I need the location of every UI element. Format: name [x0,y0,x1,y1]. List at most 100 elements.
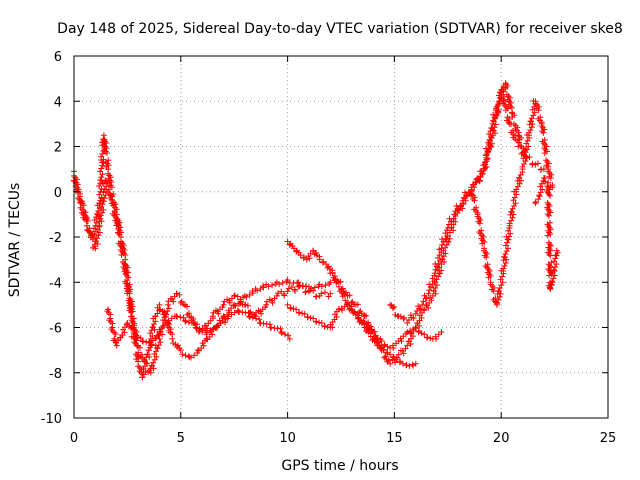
data-point-interp [523,146,530,153]
data-point-interp [185,319,192,326]
data-point-interp [97,176,104,183]
data-point-interp [484,148,491,155]
data-point [549,279,556,286]
data-point-interp [527,127,534,134]
data-point-interp [150,359,157,366]
data-point-interp [483,254,490,261]
data-point-interp [231,292,238,299]
data-point-interp [427,335,434,342]
data-point-interp [425,304,432,311]
data-point-interp [319,259,326,266]
y-tick-label: 2 [54,141,62,156]
data-point [327,279,334,286]
data-point-interp [278,330,285,337]
data-point-interp [256,316,263,323]
data-point-interp [509,113,516,120]
data-point-interp [495,296,502,303]
data-point-interp [157,339,164,346]
data-point-interp [246,291,253,298]
data-point-interp [342,289,349,296]
data-point-interp [486,136,493,143]
data-point-interp [316,319,323,326]
data-point [263,301,270,308]
data-point [209,313,216,320]
data-point [459,197,466,204]
data-point [421,331,428,338]
data-point-interp [547,175,554,182]
series-7 [387,80,529,326]
data-point [139,338,146,345]
data-point-interp [155,342,162,349]
data-point-interp [265,283,272,290]
data-point-interp [92,238,99,245]
data-point-interp [249,314,256,321]
data-point-interp [510,197,517,204]
data-point-interp [153,348,160,355]
data-point-interp [483,151,490,158]
data-point [425,290,432,297]
data-point-interp [191,352,198,359]
data-point-interp [511,194,518,201]
data-point [515,132,522,139]
data-point-interp [502,107,509,114]
data-point-interp [410,315,417,322]
data-point-interp [476,220,483,227]
data-point-interp [502,251,509,258]
y-axis-label: SDTVAR / TECUs [7,183,23,298]
data-point-interp [112,331,119,338]
data-point-interp [552,252,559,259]
data-point-interp [231,309,238,316]
data-point [156,301,163,308]
data-point-interp [91,216,98,223]
data-point-interp [409,361,416,368]
data-point-interp [389,305,396,312]
data-point-interp [290,305,297,312]
data-point-interp [365,319,372,326]
data-point-interp [150,321,157,328]
data-point-interp [424,334,431,341]
data-point-interp [204,329,211,336]
data-point-interp [176,291,183,298]
data-point-interp [363,312,370,319]
data-point-interp [506,220,513,227]
data-point [387,360,394,367]
data-point-interp [313,293,320,300]
series-6 [327,86,547,367]
data-point-interp [321,323,328,330]
data-point [169,335,176,342]
data-point [412,360,419,367]
data-point-interp [110,202,117,209]
data-point [553,247,560,254]
data-point-interp [129,315,136,322]
data-point-interp [417,306,424,313]
data-point-interp [300,255,307,262]
data-point-interp [145,347,152,354]
data-point-interp [311,284,318,291]
data-point [192,324,199,331]
data-point-interp [318,283,325,290]
data-point-interp [178,298,185,305]
data-point-interp [389,342,396,349]
data-point-interp [331,277,338,284]
data-point-interp [542,178,549,185]
data-point-interp [183,303,190,310]
data-point-interp [546,272,553,279]
data-point-interp [100,189,107,196]
data-point-interp [403,362,410,369]
data-point-interp [242,301,249,308]
data-point-interp [80,202,87,209]
data-point-interp [98,165,105,172]
data-point-interp [253,315,260,322]
data-point-interp [511,202,518,209]
data-point-interp [97,188,104,195]
data-point-interp [380,346,387,353]
data-point-interp [113,222,120,229]
data-point-interp [505,233,512,240]
data-point [310,315,317,322]
data-point-interp [295,309,302,316]
data-point-interp [171,293,178,300]
data-point-interp [277,325,284,332]
data-point [284,238,291,245]
data-point-interp [269,282,276,289]
data-point-interp [136,344,143,351]
